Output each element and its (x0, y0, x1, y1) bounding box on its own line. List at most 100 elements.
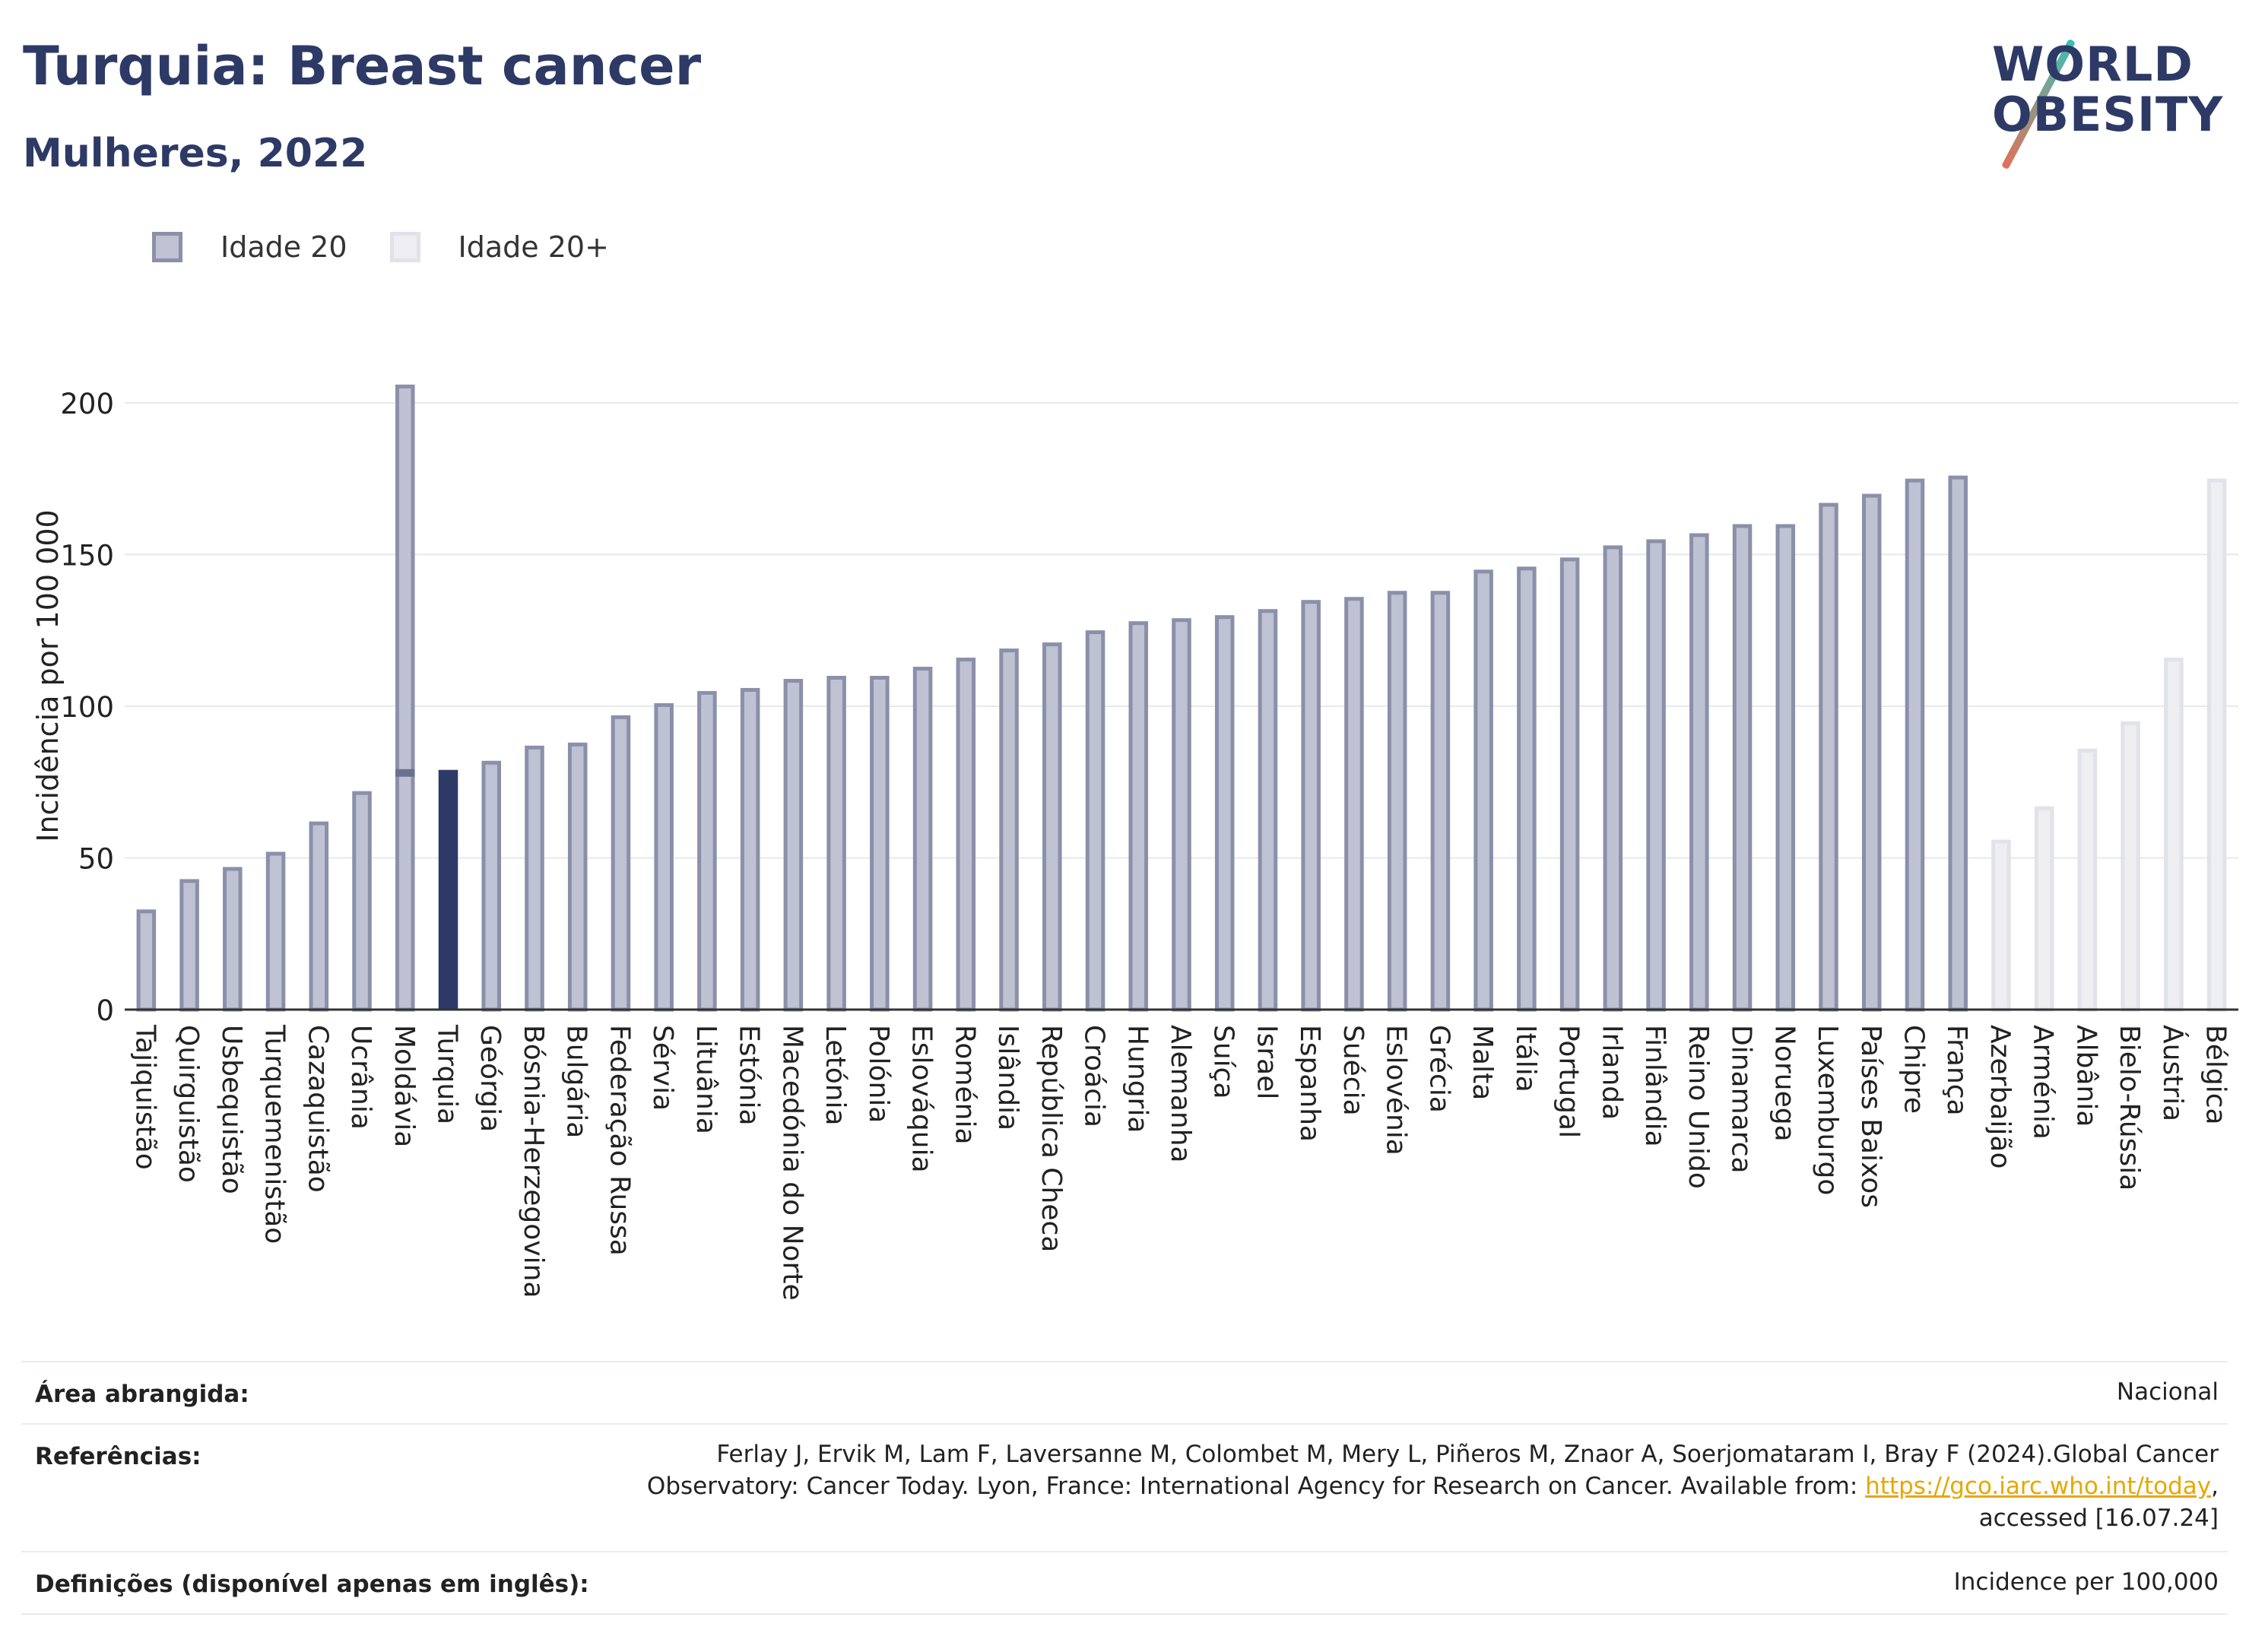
bar-idade-20 (567, 742, 588, 1012)
x-tick-label: Arménia (2028, 1025, 2059, 1140)
x-tick-label: Irlanda (1596, 1025, 1627, 1120)
bar-idade-20 (1603, 545, 1623, 1012)
x-tick-label: Áustria (2157, 1025, 2189, 1121)
x-tick-label: Estónia (734, 1025, 765, 1126)
x-tick-label: França (1941, 1025, 1972, 1116)
x-tick-label: Croácia (1079, 1025, 1110, 1127)
references-line-3: accessed [16.07.24] (1978, 1505, 2219, 1532)
bar-idade-20 (611, 715, 631, 1012)
bar-idade-20 (1042, 642, 1062, 1012)
x-tick-label: Finlândia (1639, 1025, 1670, 1147)
x-tick-label: Moldávia (389, 1025, 420, 1147)
y-tick-label: 150 (60, 539, 114, 572)
x-tick-label: Cazaquistão (302, 1025, 333, 1193)
bar-idade-20-highlight (438, 769, 458, 1010)
world-obesity-logo: WORLD OBESITY (1992, 36, 2235, 170)
bar-idade-20 (1473, 569, 1493, 1012)
footer-row-references: Referências: Ferlay J, Ervik M, Lam F, L… (21, 1423, 2228, 1551)
x-tick-label: Islândia (992, 1025, 1023, 1130)
bar-idade-20 (1689, 533, 1709, 1012)
chart-legend: Idade 20 Idade 20+ (152, 227, 652, 268)
x-tick-label: Israel (1251, 1025, 1282, 1099)
bar-idade-20 (1128, 621, 1149, 1012)
bar-idade-20 (525, 745, 544, 1012)
x-tick-label: Geórgia (474, 1025, 506, 1132)
bar-idade-20 (912, 667, 933, 1012)
bar-idade-20 (1517, 566, 1537, 1012)
bar-idade-20 (481, 760, 502, 1012)
bar-chart: 0 50 100 150 200 Incidência por 100 000 Tajiqu… (31, 384, 2238, 1301)
x-tick-label: Albânia (2070, 1025, 2101, 1127)
x-tick-label: Grécia (1423, 1025, 1454, 1113)
x-tick-label: Turquia (432, 1024, 463, 1124)
x-tick-label: Quirguistão (173, 1025, 204, 1183)
footer-row-area: Área abrangida: Nacional (21, 1361, 2228, 1423)
legend-swatch-idade-20 (152, 232, 182, 262)
x-tick-label: Dinamarca (1726, 1025, 1757, 1174)
bar-idade-20 (1301, 600, 1321, 1012)
references-line-2: Observatory: Cancer Today. Lyon, France:… (647, 1470, 2219, 1502)
bar-idade-20 (352, 791, 372, 1012)
bar-idade-20 (223, 867, 243, 1012)
x-tick-label: Suécia (1337, 1025, 1369, 1116)
bar-idade-20 (1905, 478, 1925, 1012)
x-tick-label: Chipre (1898, 1025, 1929, 1114)
x-tick-label: Países Baixos (1855, 1025, 1886, 1208)
references-link[interactable]: https://gco.iarc.who.int/today (1865, 1473, 2212, 1500)
bar-idade-20 (999, 648, 1019, 1012)
legend-swatch-idade-20-plus (389, 232, 420, 262)
bar-idade-20 (1646, 539, 1666, 1012)
bar-idade-20 (654, 702, 674, 1012)
bar-idade-20 (395, 384, 415, 1012)
page-title: Turquia: Breast cancer (23, 35, 702, 97)
bar-idade-20 (1344, 597, 1364, 1012)
x-tick-label: Luxemburgo (1812, 1025, 1843, 1195)
bar-idade-20 (309, 821, 329, 1012)
bar-idade-20 (1861, 493, 1882, 1012)
bar-idade-20 (1214, 615, 1235, 1012)
logo-line-1: WORLD (1992, 36, 2193, 92)
x-tick-label: Itália (1510, 1025, 1541, 1092)
references-line-2-end: , (2211, 1473, 2219, 1500)
y-tick-label: 0 (96, 994, 114, 1027)
bar-idade-20 (826, 676, 846, 1012)
x-tick-label: Lituânia (690, 1025, 722, 1134)
x-tick-label: República Checa (1036, 1025, 1067, 1252)
x-tick-label: Hungria (1121, 1025, 1153, 1133)
bar-idade-20 (265, 851, 286, 1012)
x-tick-label: Bósnia-Herzegovina (518, 1025, 549, 1298)
bar-idade-20 (179, 879, 199, 1012)
x-tick-label: Macedónia do Norte (776, 1025, 807, 1301)
x-tick-label: Azerbaijão (1984, 1025, 2016, 1168)
bar-idade-20-plus (2077, 748, 2098, 1012)
y-tick-label: 100 (60, 691, 114, 724)
x-tick-label: Suíça (1208, 1025, 1239, 1099)
references-label: Referências: (35, 1443, 201, 1470)
x-tick-label: Bulgária (561, 1025, 592, 1138)
bar-idade-20 (1258, 609, 1278, 1012)
x-tick-label: Reino Unido (1683, 1025, 1714, 1189)
y-tick-label: 200 (60, 388, 114, 420)
x-tick-label: Bielo-Rússia (2114, 1025, 2145, 1191)
bar-idade-20 (697, 690, 717, 1012)
x-tick-label: Sérvia (647, 1025, 678, 1111)
x-tick-label: Malta (1467, 1025, 1498, 1100)
x-tick-label: Usbequistão (216, 1025, 247, 1194)
bar-idade-20-plus (2206, 478, 2227, 1012)
legend-item-idade-20-plus[interactable]: Idade 20+ (389, 230, 609, 264)
bar-idade-20 (1387, 591, 1407, 1012)
y-axis-label: Incidência por 100 000 (31, 509, 65, 842)
bar-idade-20-plus (2121, 721, 2140, 1012)
x-tick-label: Federação Russa (604, 1025, 635, 1256)
legend-item-idade-20[interactable]: Idade 20 (152, 230, 347, 264)
references-line-1: Ferlay J, Ervik M, Lam F, Laversanne M, … (716, 1441, 2219, 1468)
x-tick-label: Alemanha (1165, 1025, 1196, 1163)
definitions-value: Incidence per 100,000 (1953, 1568, 2219, 1596)
x-tick-label: Polónia (863, 1025, 894, 1123)
x-tick-label: Letónia (820, 1025, 851, 1126)
bar-idade-20 (783, 678, 804, 1012)
x-tick-label: Turquemenistão (259, 1024, 290, 1244)
bar-idade-20 (1559, 557, 1580, 1012)
x-tick-label: Espanha (1294, 1025, 1325, 1142)
legend-label-idade-20-plus: Idade 20+ (458, 230, 609, 264)
